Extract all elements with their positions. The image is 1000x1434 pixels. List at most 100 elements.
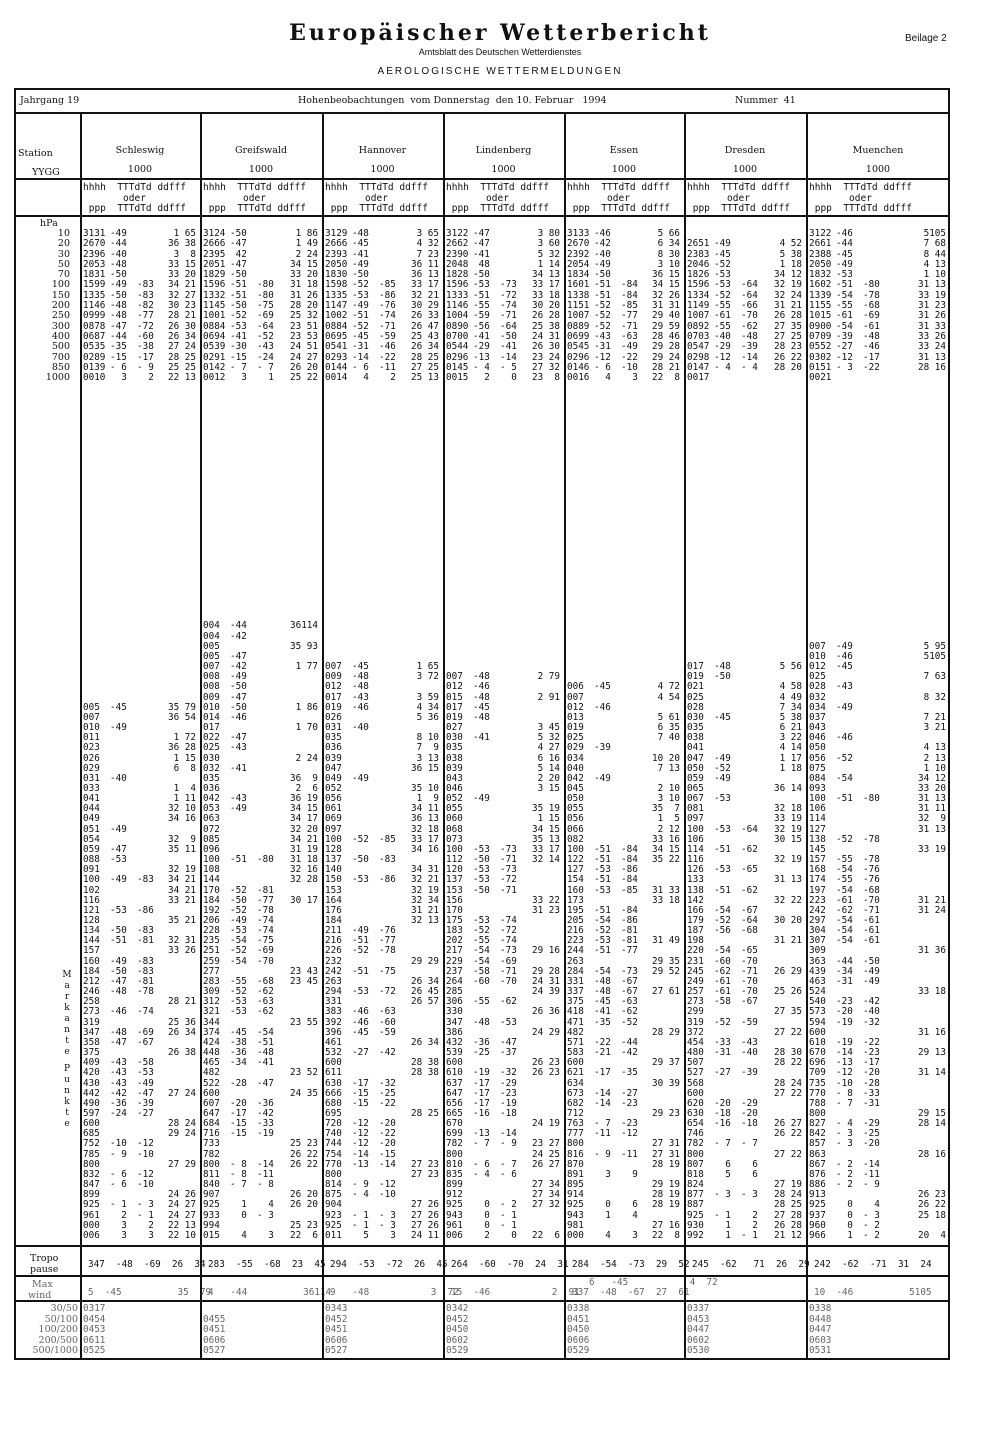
field: - 7	[836, 1097, 853, 1109]
data-row: 442 -42 -47 27 24	[83, 1088, 200, 1099]
field: -68	[741, 925, 758, 937]
field: 011	[325, 1229, 342, 1241]
data-row: 583 -21 -42	[567, 1047, 684, 1059]
field: -17	[473, 1087, 490, 1099]
field: -22	[379, 351, 396, 363]
field	[284, 916, 322, 926]
field: 1	[257, 372, 274, 384]
field: -63	[621, 330, 638, 342]
field: -60	[714, 955, 731, 967]
field: 100	[809, 793, 826, 805]
data-row: 800 27 22	[687, 1149, 806, 1160]
data-row: 1601 -51 -84 34 15	[567, 280, 684, 291]
field: 154	[567, 874, 584, 886]
field: -75	[257, 935, 274, 947]
data-row: 1146 -48 -82 30 23	[83, 300, 200, 311]
field	[500, 703, 527, 713]
field: 017	[325, 691, 342, 703]
data-row: 029 -39	[567, 743, 684, 753]
data-row: 052 35 10	[325, 783, 443, 794]
field: -48	[714, 661, 731, 673]
field: 0	[836, 1209, 853, 1221]
field: -40	[352, 722, 369, 734]
field: 011	[83, 732, 100, 744]
field	[863, 682, 890, 692]
field: 197	[809, 884, 826, 896]
field: 754	[325, 1148, 342, 1160]
shear-values: 0337 0453 0447 0602 0530	[687, 1303, 709, 1356]
field: -21	[594, 1047, 611, 1059]
field: 0151	[809, 361, 832, 373]
data-row: 611 28 38	[325, 1068, 443, 1078]
field: -61	[836, 310, 853, 322]
field: 0535	[83, 341, 106, 353]
field	[406, 1007, 443, 1017]
data-row: 153 32 19	[325, 885, 443, 896]
field: -25	[473, 1047, 490, 1059]
field: 304	[809, 925, 826, 937]
field: 088	[83, 854, 100, 866]
field: 041	[687, 742, 704, 754]
field: 0017	[687, 372, 710, 384]
field: 4	[230, 1229, 247, 1241]
field: -68	[863, 884, 880, 896]
data-row: 471 -35 -52	[567, 1017, 684, 1028]
data-row: 223 -53 -81 31 49	[567, 936, 684, 946]
column-header: ppp TTTdTd ddfff	[809, 203, 912, 214]
field	[257, 703, 284, 713]
field: -46	[379, 341, 396, 353]
data-row: 223 -61 -70 31 21	[809, 895, 950, 906]
field: 0145	[446, 361, 469, 373]
field	[500, 672, 527, 682]
data-row: 100 -49 -83 34 21	[83, 875, 200, 885]
field	[621, 682, 648, 692]
field: 29 28	[652, 341, 680, 353]
field: 480	[687, 1047, 704, 1059]
field: 246	[83, 986, 100, 998]
field: 093	[809, 782, 826, 794]
field: -81	[257, 884, 274, 896]
field: -53	[594, 884, 611, 896]
field: -45	[594, 681, 611, 693]
field: 34 21	[168, 884, 196, 896]
field: 3	[621, 372, 638, 384]
data-row: 331 -48 -67	[567, 976, 684, 987]
field: -19	[836, 1036, 853, 1048]
data-row: 005 -47	[203, 651, 322, 662]
field: 237	[446, 965, 463, 977]
tropopause-label: Tropo	[30, 1253, 59, 1264]
data-row: 046 3 15	[446, 783, 564, 794]
field: 4 49	[779, 691, 802, 703]
field	[527, 865, 564, 875]
pressure-level: 200	[51, 300, 70, 312]
field: -32	[500, 1067, 517, 1079]
data-row: 096 31 19	[203, 844, 322, 855]
tropopause-value: 294 -53 -72 26 45	[330, 1259, 448, 1270]
field: 31 13	[774, 874, 802, 886]
data-row: 0539 -30 -43 24 51	[203, 341, 322, 352]
field: -43	[836, 681, 853, 693]
field: 33 18	[652, 894, 680, 906]
field: 4 27	[537, 742, 560, 754]
field: 32 28	[290, 874, 318, 886]
field: -17	[863, 351, 880, 363]
field	[527, 703, 564, 713]
field: -61	[714, 310, 731, 322]
field	[648, 997, 684, 1007]
field: 28 38	[411, 1057, 439, 1069]
field: 824	[687, 1179, 704, 1191]
field: 34 21	[168, 874, 196, 886]
field: -49	[110, 279, 127, 291]
data-row: 610 -19 -22	[809, 1036, 950, 1048]
field: -18	[714, 1107, 731, 1119]
field: -50	[473, 884, 490, 896]
data-row: 126 -53 -65	[687, 865, 806, 875]
field: - 3	[714, 1189, 731, 1201]
field: 059	[83, 843, 100, 855]
field: 0296	[446, 351, 469, 363]
data-row: 052 -49	[446, 793, 564, 804]
field	[621, 784, 648, 794]
data-row: 000 4 3 22 8	[567, 1230, 684, 1241]
field: 1 14	[537, 258, 560, 270]
field: 0703	[687, 330, 710, 342]
